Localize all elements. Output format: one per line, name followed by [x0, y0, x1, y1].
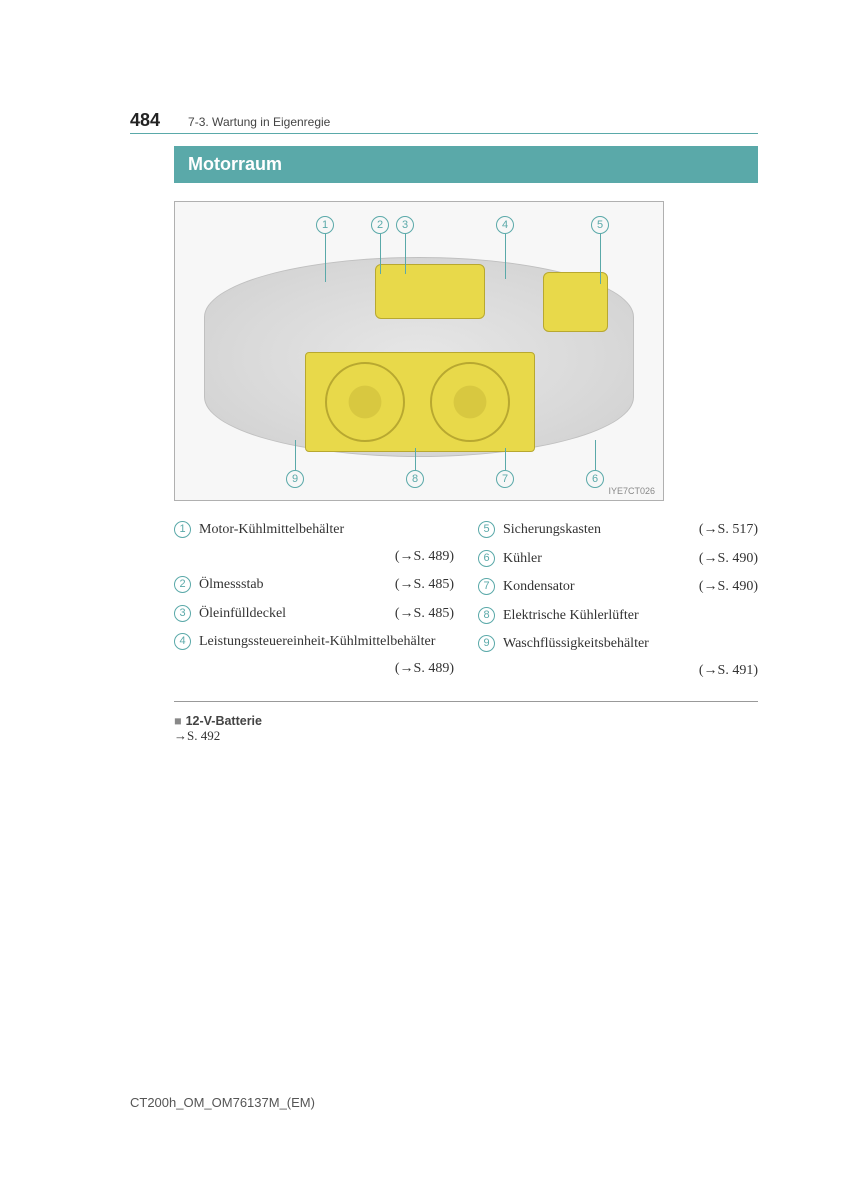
callout-2: 2 [371, 216, 389, 234]
legend-ref: (→S. 490) [699, 546, 758, 573]
legend-item-3: 3 Öleinfülldeckel(→S. 485) [174, 601, 454, 628]
legend-num: 6 [478, 550, 495, 567]
intake-block [375, 264, 485, 319]
legend-item-8: 8 Elektrische Kühlerlüfter [478, 603, 758, 630]
legend-ref: (→S. 485) [395, 572, 454, 599]
legend-label: Öleinfülldeckel(→S. 485) [199, 601, 454, 628]
callout-4: 4 [496, 216, 514, 234]
legend-ref: (→S. 485) [395, 601, 454, 628]
subnote-ref: →S. 492 [174, 728, 758, 744]
legend-item-7: 7 Kondensator(→S. 490) [478, 574, 758, 601]
legend-num: 3 [174, 605, 191, 622]
legend-item-6: 6 Kühler(→S. 490) [478, 546, 758, 573]
legend-num: 1 [174, 521, 191, 538]
engine-diagram: 123459876 IYE7CT026 [174, 201, 664, 501]
callout-line [505, 448, 506, 470]
header-rule [130, 133, 758, 134]
callout-line [505, 234, 506, 279]
legend-label: Kondensator(→S. 490) [503, 574, 758, 601]
legend-ref: (→S. 489) [395, 544, 454, 571]
callout-line [325, 234, 326, 282]
page-header: 484 7-3. Wartung in Eigenregie [130, 110, 758, 131]
sub-note: ■ 12-V-Batterie →S. 492 [174, 714, 758, 744]
legend-item-2: 2 Ölmessstab(→S. 485) [174, 572, 454, 599]
callout-line [405, 234, 406, 274]
legend-item-5: 5 Sicherungskasten(→S. 517) [478, 517, 758, 544]
legend-label: Leistungssteuereinheit-Kühlmittelbehälte… [199, 629, 454, 682]
callout-3: 3 [396, 216, 414, 234]
legend-label: Kühler(→S. 490) [503, 546, 758, 573]
legend-label: Elektrische Kühlerlüfter [503, 603, 758, 630]
callout-9: 9 [286, 470, 304, 488]
page-number: 484 [130, 110, 160, 131]
legend-item-1: 1 Motor-Kühlmittelbehälter(→S. 489) [174, 517, 454, 570]
square-bullet-icon: ■ [174, 714, 182, 728]
legend-ref: (→S. 491) [699, 658, 758, 685]
legend-num: 9 [478, 635, 495, 652]
subnote-heading: 12-V-Batterie [186, 714, 262, 728]
legend-left-col: 1 Motor-Kühlmittelbehälter(→S. 489) 2 Ölmes… [174, 517, 454, 687]
legend-ref: (→S. 490) [699, 574, 758, 601]
figure-image-id: IYE7CT026 [608, 486, 655, 496]
callout-7: 7 [496, 470, 514, 488]
callout-8: 8 [406, 470, 424, 488]
legend-label: Waschflüssigkeitsbehälter(→S. 491) [503, 631, 758, 684]
legend-ref: (→S. 517) [699, 517, 758, 544]
callout-line [600, 234, 601, 284]
legend: 1 Motor-Kühlmittelbehälter(→S. 489) 2 Ölmes… [174, 517, 758, 702]
fan-left [325, 362, 405, 442]
legend-num: 2 [174, 576, 191, 593]
fan-right [430, 362, 510, 442]
legend-ref: (→S. 489) [395, 656, 454, 683]
legend-item-4: 4 Leistungssteuereinheit-Kühlmittelbehält… [174, 629, 454, 682]
legend-label: Motor-Kühlmittelbehälter(→S. 489) [199, 517, 454, 570]
legend-label: Sicherungskasten(→S. 517) [503, 517, 758, 544]
legend-label: Ölmessstab(→S. 485) [199, 572, 454, 599]
callout-6: 6 [586, 470, 604, 488]
callout-1: 1 [316, 216, 334, 234]
callout-line [595, 440, 596, 470]
callout-line [295, 440, 296, 470]
fusebox-block [543, 272, 608, 332]
legend-num: 4 [174, 633, 191, 650]
section-title: Motorraum [174, 146, 758, 183]
callout-line [415, 448, 416, 470]
legend-num: 7 [478, 578, 495, 595]
callout-5: 5 [591, 216, 609, 234]
legend-right-col: 5 Sicherungskasten(→S. 517) 6 Kühler(→S. 49… [478, 517, 758, 687]
callout-line [380, 234, 381, 274]
legend-num: 8 [478, 607, 495, 624]
legend-item-9: 9 Waschflüssigkeitsbehälter(→S. 491) [478, 631, 758, 684]
chapter-title: 7-3. Wartung in Eigenregie [188, 115, 330, 129]
footer: CT200h_OM_OM76137M_(EM) [130, 1095, 315, 1110]
legend-num: 5 [478, 521, 495, 538]
